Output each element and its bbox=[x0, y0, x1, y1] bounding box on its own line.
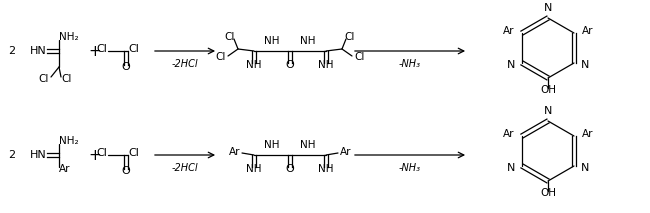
Text: N: N bbox=[544, 3, 552, 13]
Text: HN: HN bbox=[30, 46, 47, 56]
Text: N: N bbox=[581, 163, 590, 173]
Text: Cl: Cl bbox=[128, 148, 139, 158]
Text: Ar: Ar bbox=[582, 129, 593, 139]
Text: NH: NH bbox=[318, 60, 333, 70]
Text: NH: NH bbox=[300, 36, 316, 46]
Text: N: N bbox=[506, 163, 515, 173]
Text: NH: NH bbox=[246, 60, 262, 70]
Text: NH₂: NH₂ bbox=[59, 136, 79, 146]
Text: NH: NH bbox=[300, 140, 316, 150]
Text: 2: 2 bbox=[8, 150, 15, 160]
Text: Ar: Ar bbox=[59, 164, 70, 174]
Text: Cl: Cl bbox=[128, 44, 139, 54]
Text: Ar: Ar bbox=[502, 129, 514, 139]
Text: Cl: Cl bbox=[96, 44, 107, 54]
Text: OH: OH bbox=[540, 188, 556, 198]
Text: NH: NH bbox=[318, 164, 333, 174]
Text: 2: 2 bbox=[8, 46, 15, 56]
Text: OH: OH bbox=[540, 85, 556, 95]
Text: NH: NH bbox=[265, 140, 279, 150]
Text: N: N bbox=[506, 60, 515, 70]
Text: +: + bbox=[88, 43, 101, 59]
Text: N: N bbox=[581, 60, 590, 70]
Text: Cl: Cl bbox=[96, 148, 107, 158]
Text: Cl: Cl bbox=[344, 32, 355, 42]
Text: Cl: Cl bbox=[225, 32, 235, 42]
Text: Cl: Cl bbox=[38, 74, 49, 84]
Text: NH: NH bbox=[246, 164, 262, 174]
Text: Cl: Cl bbox=[216, 52, 226, 62]
Text: -NH₃: -NH₃ bbox=[399, 59, 421, 69]
Text: O: O bbox=[285, 164, 294, 174]
Text: -NH₃: -NH₃ bbox=[399, 163, 421, 173]
Text: -2HCl: -2HCl bbox=[172, 59, 198, 69]
Text: NH₂: NH₂ bbox=[59, 32, 79, 42]
Text: Ar: Ar bbox=[582, 26, 593, 36]
Text: O: O bbox=[285, 60, 294, 70]
Text: HN: HN bbox=[30, 150, 47, 160]
Text: NH: NH bbox=[265, 36, 279, 46]
Text: O: O bbox=[122, 62, 131, 72]
Text: O: O bbox=[122, 166, 131, 176]
Text: Ar: Ar bbox=[229, 147, 240, 157]
Text: +: + bbox=[88, 147, 101, 163]
Text: N: N bbox=[544, 106, 552, 116]
Text: Ar: Ar bbox=[502, 26, 514, 36]
Text: Ar: Ar bbox=[340, 147, 352, 157]
Text: -2HCl: -2HCl bbox=[172, 163, 198, 173]
Text: Cl: Cl bbox=[61, 74, 72, 84]
Text: Cl: Cl bbox=[354, 52, 365, 62]
